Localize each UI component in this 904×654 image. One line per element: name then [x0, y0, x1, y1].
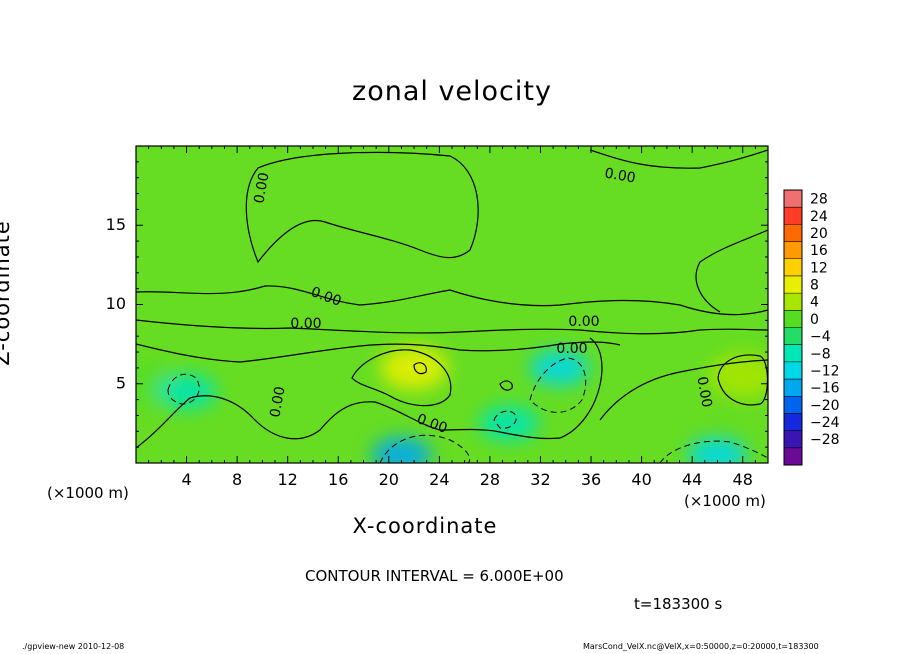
contour-line-middle — [136, 285, 768, 316]
x-tick-label: 28 — [480, 470, 500, 489]
colorbar-label: −28 — [810, 432, 840, 448]
colorbar-label: −24 — [810, 415, 840, 431]
contour-line-small-loop — [499, 380, 513, 391]
contour-line-bottom-left — [136, 337, 603, 449]
contour-label: 0.00 — [693, 375, 714, 408]
time-label: t=183300 s — [634, 595, 723, 613]
colorbar-label: −16 — [810, 381, 840, 397]
contour-line-right-lower — [599, 359, 768, 421]
contour-line-lower — [136, 341, 621, 363]
x-unit-label-right: (×1000 m) — [684, 492, 766, 510]
chart-title: zonal velocity — [352, 76, 552, 107]
colorbar-swatch — [784, 413, 802, 432]
colorbar-swatch — [784, 327, 802, 346]
contour-line-positive-core — [351, 349, 452, 407]
colorbar-swatch — [784, 207, 802, 225]
negative-contour-center — [529, 357, 587, 413]
contour-label: 0.00 — [290, 316, 321, 332]
colorbar-swatch — [784, 275, 802, 294]
x-tick-label: 4 — [181, 470, 191, 489]
contour-labels: 0.00 0.000.000.00 0.000.000.000.000.00 — [251, 165, 714, 436]
negative-contour-left — [167, 373, 200, 405]
x-tick-label: 32 — [530, 470, 550, 489]
colorbar-label: 12 — [810, 260, 828, 276]
colorbar-label: 24 — [810, 209, 828, 225]
source-footer: MarsCond_VelX.nc@VelX,x=0:50000,z=0:2000… — [583, 642, 819, 651]
negative-core — [529, 349, 590, 386]
x-tick-label: 48 — [733, 470, 753, 489]
colorbar-swatch — [784, 241, 802, 260]
y-axis: 5 10 15 — [106, 145, 768, 464]
negative-contours — [167, 357, 768, 463]
colorbar-swatch — [784, 293, 802, 311]
y-tick-label: 15 — [106, 215, 126, 234]
program-footer: ./gpview-new 2010-12-08 — [22, 642, 125, 651]
colorbar-swatch — [784, 190, 802, 208]
x-tick-label: 36 — [581, 470, 601, 489]
colorbar-swatch — [784, 379, 802, 397]
colorbar-label: 8 — [810, 278, 819, 294]
x-tick-label: 12 — [278, 470, 298, 489]
field-background — [136, 146, 768, 463]
colorbar-swatch — [784, 396, 802, 414]
contour-label: 0.00 — [251, 171, 272, 204]
contour-line-right-upper — [695, 229, 768, 313]
contour-line-upper — [589, 149, 768, 169]
y-tick-label: 10 — [106, 294, 126, 313]
colorbar-swatch — [784, 310, 802, 328]
x-axis: 4 8 12 16 20 24 28 32 36 40 44 48 — [135, 146, 769, 489]
contour-label: 0.00 — [568, 314, 599, 330]
colorbar-swatch — [784, 344, 802, 363]
colorbar-label: −20 — [810, 398, 840, 414]
negative-core — [687, 437, 748, 463]
colorbar-swatch — [784, 361, 802, 380]
colorbar-swatch — [784, 430, 802, 449]
colorbar-swatch — [784, 447, 802, 466]
contour-lines — [136, 149, 768, 449]
x-tick-label: 44 — [682, 470, 702, 489]
colorbar-label: 0 — [810, 312, 819, 328]
colorbar-label: 16 — [810, 243, 828, 259]
x-tick-label: 8 — [232, 470, 242, 489]
x-tick-label: 40 — [631, 470, 651, 489]
x-tick-label: 16 — [328, 470, 348, 489]
contour-label: 0.00 — [267, 385, 288, 418]
colorbar-label: 28 — [810, 192, 828, 208]
contour-label: 0.00 — [603, 165, 636, 186]
y-tick-label: 5 — [116, 373, 126, 392]
contour-line-positive-core-inner — [413, 362, 427, 375]
x-tick-label: 20 — [379, 470, 399, 489]
velocity-field — [136, 146, 768, 463]
contour-line-mid2 — [136, 319, 768, 335]
contour-line-top-cell — [245, 151, 479, 264]
colorbar-label: 20 — [810, 226, 828, 242]
x-tick-label: 24 — [429, 470, 449, 489]
x-axis-label: X-coordinate — [352, 514, 498, 538]
colorbar-label: −8 — [810, 346, 831, 362]
contour-label: 0.00 — [556, 341, 587, 357]
x-unit-label-left: (×1000 m) — [47, 484, 129, 502]
colorbar-label: −4 — [810, 329, 831, 345]
negative-contour-bottom — [379, 434, 471, 463]
colorbar-swatch — [784, 224, 802, 243]
colorbar-swatch — [784, 258, 802, 277]
colorbar-label: −12 — [810, 363, 840, 379]
negative-core — [478, 405, 539, 442]
negative-core — [371, 437, 432, 463]
negative-core — [156, 373, 217, 410]
colorbar-label: 4 — [810, 295, 819, 311]
contour-interval-text: CONTOUR INTERVAL = 6.000E+00 — [305, 567, 564, 585]
